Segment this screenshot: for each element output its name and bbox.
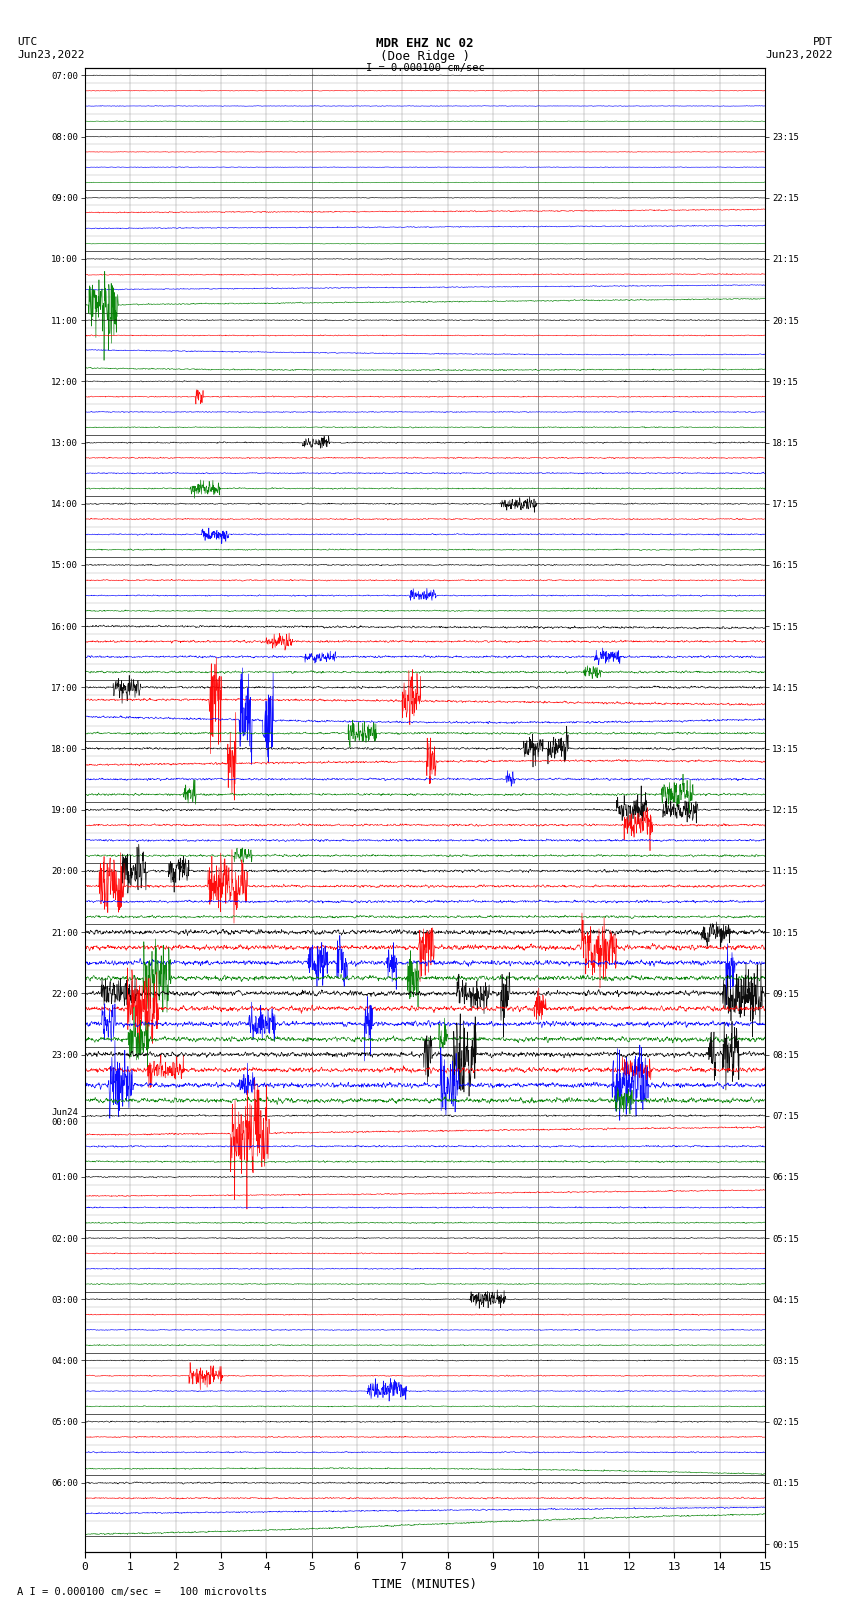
Text: UTC: UTC <box>17 37 37 47</box>
Text: Jun23,2022: Jun23,2022 <box>766 50 833 60</box>
Text: PDT: PDT <box>813 37 833 47</box>
X-axis label: TIME (MINUTES): TIME (MINUTES) <box>372 1578 478 1590</box>
Text: Jun23,2022: Jun23,2022 <box>17 50 84 60</box>
Text: (Doe Ridge ): (Doe Ridge ) <box>380 50 470 63</box>
Text: MDR EHZ NC 02: MDR EHZ NC 02 <box>377 37 473 50</box>
Text: I = 0.000100 cm/sec: I = 0.000100 cm/sec <box>366 63 484 73</box>
Text: A I = 0.000100 cm/sec =   100 microvolts: A I = 0.000100 cm/sec = 100 microvolts <box>17 1587 267 1597</box>
